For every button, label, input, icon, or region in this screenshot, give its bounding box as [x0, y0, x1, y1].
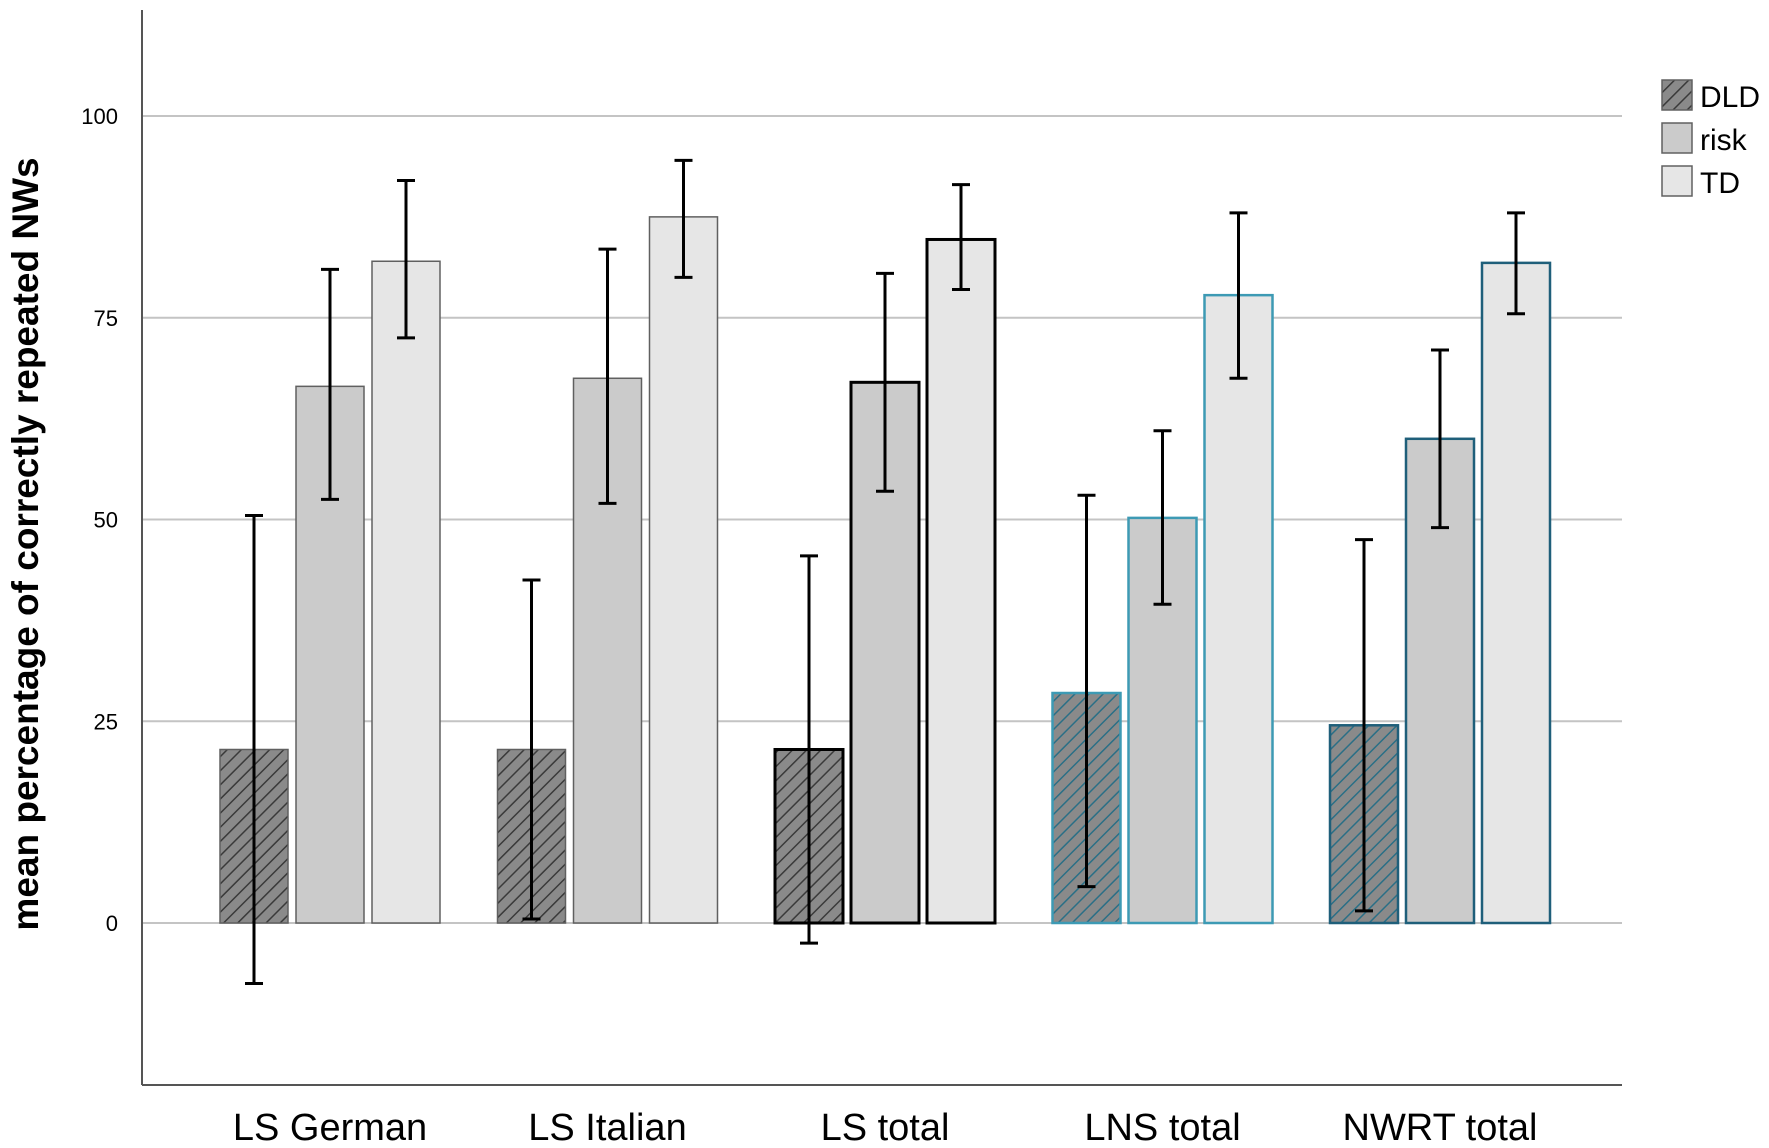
error-bars-layer	[245, 158, 1525, 986]
x-tick-label: LNS total	[1084, 1107, 1240, 1148]
legend-label-dld: DLD	[1700, 81, 1760, 114]
error-bar-dld-lns-total	[1077, 493, 1096, 889]
y-tick-label: 50	[94, 508, 118, 533]
bar-td-ls-italian	[648, 216, 719, 924]
error-bar-td-ls-total	[952, 183, 970, 292]
error-bar-risk-ls-italian	[598, 247, 617, 505]
y-tick-label: 100	[81, 104, 118, 129]
legend-label-td: TD	[1700, 167, 1740, 200]
error-bar-td-ls-italian	[674, 158, 693, 279]
y-tick-label: 75	[94, 306, 118, 331]
labels-layer: 0 25 50 75 100 LS German LS Italian LS total LNS…	[81, 104, 1537, 1148]
x-tick-label: LS Italian	[528, 1107, 686, 1148]
legend-swatch-risk	[1661, 122, 1693, 154]
x-tick-label: NWRT total	[1343, 1107, 1538, 1148]
axes-layer	[141, 10, 1622, 1086]
legend: DLD risk TD	[1661, 79, 1760, 200]
error-bar-risk-ls-german	[321, 267, 339, 501]
error-bar-risk-lns-total	[1153, 429, 1172, 606]
legend-item-td: TD	[1661, 165, 1740, 200]
legend-item-risk: risk	[1661, 122, 1748, 157]
legend-swatch-dld	[1661, 79, 1693, 111]
error-bar-dld-nwrt-total	[1355, 538, 1373, 913]
y-axis-title: mean percentage of correctly repeated NW…	[5, 157, 46, 930]
x-tick-label: LS German	[233, 1107, 427, 1148]
x-tick-label: LS total	[821, 1107, 950, 1148]
bar-td-ls-german	[371, 260, 441, 924]
legend-label-risk: risk	[1700, 124, 1748, 157]
error-bar-risk-ls-total	[876, 271, 894, 493]
error-bar-td-ls-german	[397, 179, 415, 340]
y-tick-label: 0	[106, 911, 118, 936]
error-bar-risk-nwrt-total	[1431, 348, 1449, 530]
legend-swatch-td	[1661, 165, 1693, 197]
bars-layer	[219, 216, 1552, 925]
bar-td-ls-total	[925, 237, 997, 925]
error-bar-dld-ls-total	[800, 554, 818, 945]
error-bar-td-lns-total	[1229, 211, 1248, 380]
error-bar-dld-ls-italian	[522, 578, 541, 921]
error-bar-dld-ls-german	[245, 513, 263, 986]
error-bar-td-nwrt-total	[1507, 211, 1525, 316]
legend-item-dld: DLD	[1661, 79, 1760, 114]
bar-td-lns-total	[1203, 293, 1274, 925]
bar-td-nwrt-total	[1480, 261, 1552, 925]
y-tick-label: 25	[94, 709, 118, 734]
bar-risk-ls-german	[295, 385, 365, 924]
